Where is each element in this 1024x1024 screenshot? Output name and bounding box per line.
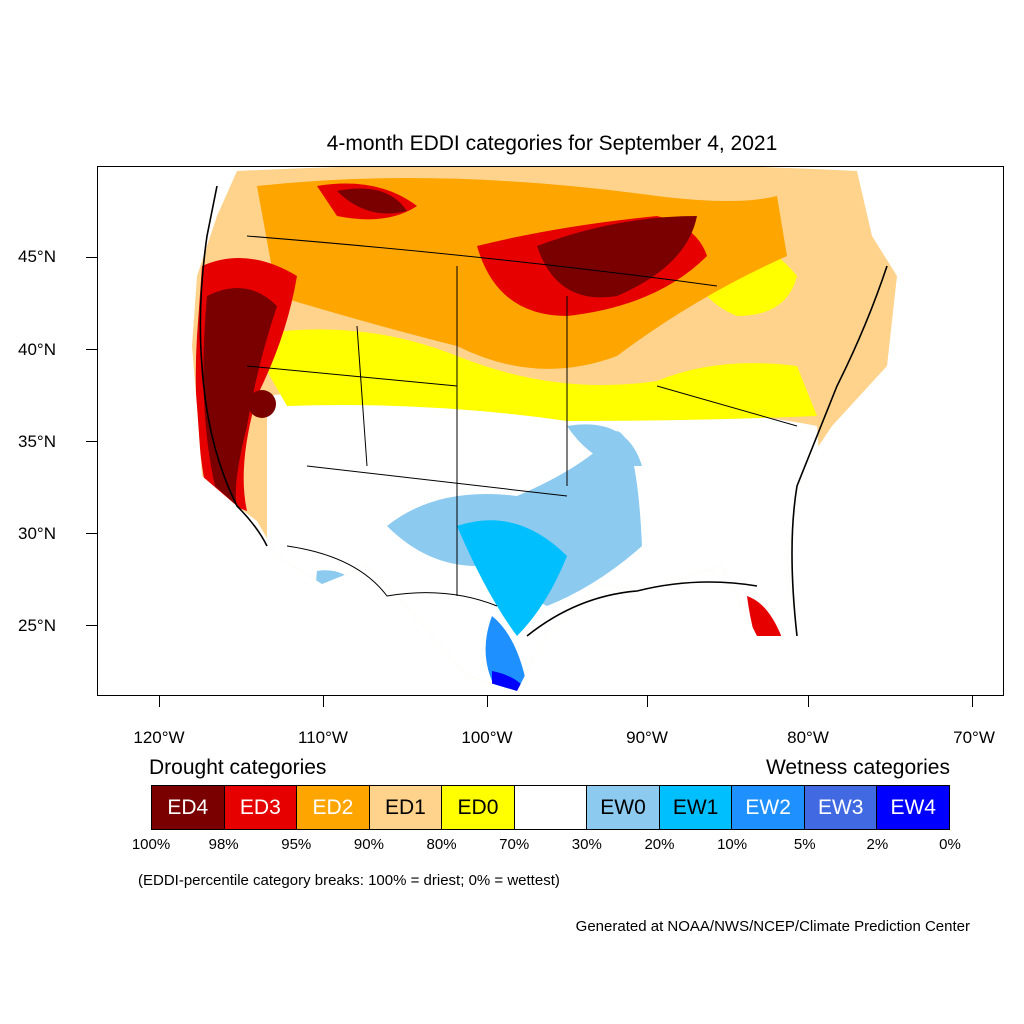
state-line-5 [656, 385, 798, 427]
category-note: (EDDI-percentile category breaks: 100% =… [138, 872, 560, 889]
drought-categories-heading: Drought categories [149, 756, 327, 779]
lon-tick [487, 696, 488, 707]
legend-cell-ed4: ED4 [152, 786, 225, 829]
percentile-label: 80% [426, 836, 457, 853]
ed0-central-band [247, 329, 817, 421]
ew1-texas [457, 520, 567, 636]
lon-tick [647, 696, 648, 707]
category-legend: ED4 ED3 ED2 ED1 ED0 EW0 EW1 EW2 EW3 EW4 [151, 785, 950, 830]
legend-cell-ed0: ED0 [442, 786, 515, 829]
percentile-label: 100% [131, 836, 171, 853]
ew0-missouri [567, 424, 642, 466]
lat-tick [86, 533, 97, 534]
map-title: 4-month EDDI categories for September 4,… [326, 132, 778, 155]
wetness-categories-heading: Wetness categories [765, 756, 950, 779]
percentile-label: 90% [353, 836, 384, 853]
percentile-label: 2% [866, 836, 889, 853]
ew0-south-central [387, 431, 642, 606]
state-line-1 [246, 365, 458, 387]
us-mexico-border [286, 545, 498, 607]
lat-label-40n: 40°N [18, 340, 56, 359]
eddi-map [97, 166, 1004, 696]
ed4-north-plains [537, 216, 697, 298]
ed4-california-oregon [203, 288, 277, 506]
legend-cell-ed1: ED1 [369, 786, 443, 829]
lon-label-110w: 110°W [298, 728, 348, 747]
lon-tick [972, 696, 973, 707]
ed4-montana [337, 188, 407, 214]
legend-cell-ew3: EW3 [804, 786, 878, 829]
us-canada-border [246, 235, 718, 287]
legend-cell-ed2: ED2 [297, 786, 370, 829]
legend-cell-ew1: EW1 [659, 786, 733, 829]
state-line-2 [306, 465, 568, 497]
lon-label-90w: 90°W [626, 728, 668, 747]
percentile-label: 20% [644, 836, 675, 853]
map-border [97, 166, 1004, 696]
atlantic-coastline [791, 265, 888, 637]
lat-tick [86, 349, 97, 350]
lon-label-100w: 100°W [461, 728, 513, 747]
ed4-nevada [248, 390, 276, 418]
percentile-label: 10% [717, 836, 748, 853]
legend-cell-neutral [514, 786, 588, 829]
gulf-coastline [526, 581, 758, 637]
percentile-label: 70% [499, 836, 530, 853]
borders [246, 235, 798, 607]
percentile-label: 98% [208, 836, 239, 853]
percentile-label: 5% [793, 836, 816, 853]
percentile-label: 30% [571, 836, 602, 853]
lon-tick [159, 696, 160, 707]
legend-cell-ew2: EW2 [732, 786, 805, 829]
lon-tick [808, 696, 809, 707]
lat-tick [86, 625, 97, 626]
state-line-6 [356, 325, 368, 467]
legend-cell-ed3: ED3 [224, 786, 298, 829]
map-canvas [97, 166, 1004, 696]
lat-label-30n: 30°N [18, 524, 56, 543]
lon-label-70w: 70°W [953, 728, 995, 747]
pacific-coastline [199, 185, 268, 547]
lat-tick [86, 257, 97, 258]
ew4-gulf-coast [492, 671, 527, 691]
percentile-label: 0% [939, 836, 961, 853]
legend-cell-ew4: EW4 [877, 786, 950, 829]
credit-line: Generated at NOAA/NWS/NCEP/Climate Predi… [575, 918, 970, 935]
coastlines [199, 185, 888, 637]
lat-label-45n: 45°N [18, 247, 56, 266]
lon-label-80w: 80°W [787, 728, 829, 747]
lat-label-25n: 25°N [18, 616, 56, 635]
percentile-label: 95% [281, 836, 312, 853]
legend-cell-ew0: EW0 [587, 786, 660, 829]
lon-tick [323, 696, 324, 707]
lat-label-35n: 35°N [18, 432, 56, 451]
lon-label-120w: 120°W [133, 728, 185, 747]
lat-tick [86, 441, 97, 442]
